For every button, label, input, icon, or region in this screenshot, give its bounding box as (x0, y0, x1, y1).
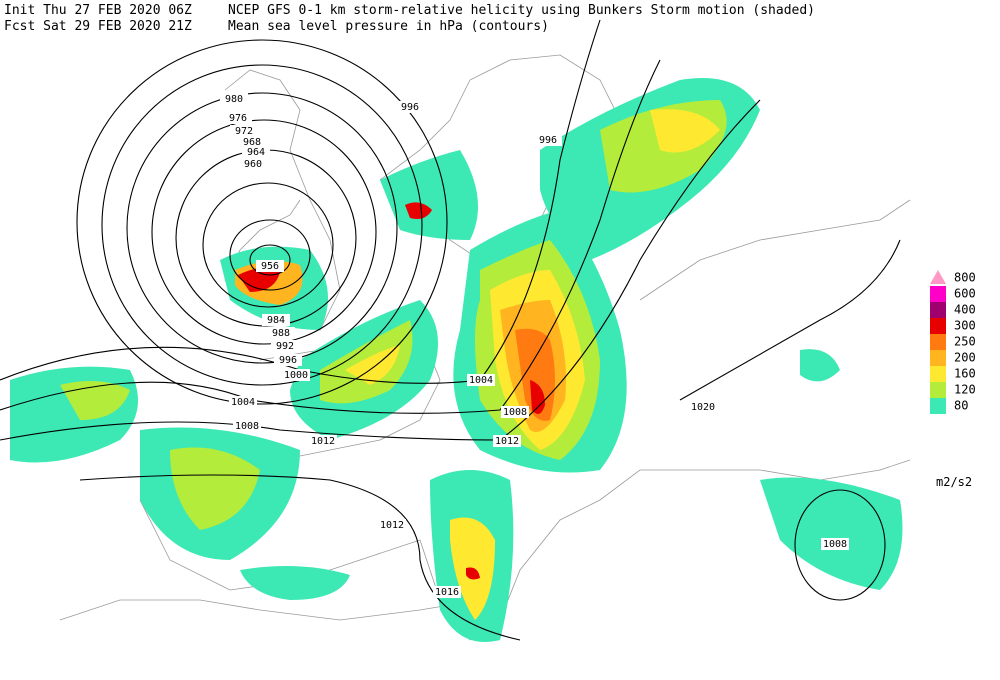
label-bg (262, 314, 290, 326)
map-title: NCEP GFS 0-1 km storm-relative helicity … (228, 3, 815, 18)
label-bg (271, 340, 299, 352)
contour-label: 968 (243, 137, 261, 148)
legend-label: 80 (954, 399, 968, 413)
contour-label: 1008 (235, 421, 259, 432)
contour-label: 980 (225, 94, 243, 105)
legend-label: 800 (954, 271, 976, 285)
label-bg (256, 260, 284, 272)
label-bg (282, 369, 310, 381)
legend-swatch (930, 398, 946, 414)
legend-swatch (930, 366, 946, 382)
contour-label: 1012 (311, 436, 335, 447)
helicity-shading (10, 78, 903, 642)
contour-label: 1008 (503, 407, 527, 418)
label-bg (493, 435, 521, 447)
contour-label: 1000 (284, 370, 308, 381)
label-bg (239, 158, 267, 170)
label-bg (274, 354, 302, 366)
contour-label: 1004 (469, 375, 493, 386)
legend-label: 300 (954, 319, 976, 333)
legend-label: 600 (954, 287, 976, 301)
contour-label: 972 (235, 126, 253, 137)
legend-unit: m2/s2 (936, 475, 972, 489)
map-subtitle: Mean sea level pressure in hPa (contours… (228, 19, 549, 34)
contour-label: 1012 (495, 436, 519, 447)
legend: 800 600 400 300 250 200 160 120 80 (930, 270, 976, 414)
label-bg (220, 93, 248, 105)
contour-label: 984 (267, 315, 285, 326)
contour-label: 996 (539, 135, 557, 146)
label-bg (267, 327, 295, 339)
forecast-time: Fcst Sat 29 FEB 2020 21Z (4, 19, 192, 34)
label-bg (689, 401, 717, 413)
label-bg (396, 101, 424, 113)
contour-label: 992 (276, 341, 294, 352)
label-bg (467, 374, 495, 386)
label-bg (242, 146, 270, 158)
contour-label: 976 (229, 113, 247, 124)
label-bg (821, 538, 849, 550)
contour-label: 1020 (691, 402, 715, 413)
label-bg (233, 420, 261, 432)
contour-label: 960 (244, 159, 262, 170)
contour-label: 1004 (231, 397, 255, 408)
label-bg (534, 134, 562, 146)
label-bg (229, 396, 257, 408)
label-bg (501, 406, 529, 418)
contour-label: 964 (247, 147, 265, 158)
legend-label: 120 (954, 383, 976, 397)
legend-label: 400 (954, 303, 976, 317)
legend-swatch (930, 382, 946, 398)
legend-label: 160 (954, 367, 976, 381)
legend-swatch (930, 334, 946, 350)
label-bg (230, 125, 258, 137)
label-bg (224, 112, 252, 124)
contour-label: 1008 (823, 539, 847, 550)
legend-swatch (930, 286, 946, 302)
contour-label: 996 (279, 355, 297, 366)
contour-label: 988 (272, 328, 290, 339)
legend-swatch (930, 270, 946, 284)
legend-swatch (930, 318, 946, 334)
contour-label: 1016 (435, 587, 459, 598)
contour-label: 996 (401, 102, 419, 113)
legend-label: 200 (954, 351, 976, 365)
contour-label: 1012 (380, 520, 404, 531)
label-bg (378, 519, 406, 531)
contour-label: 956 (261, 261, 279, 272)
legend-label: 250 (954, 335, 976, 349)
init-time: Init Thu 27 FEB 2020 06Z (4, 3, 192, 18)
label-bg (433, 586, 461, 598)
label-bg (309, 435, 337, 447)
label-bg (238, 136, 266, 148)
legend-swatch (930, 302, 946, 318)
legend-swatch (930, 350, 946, 366)
